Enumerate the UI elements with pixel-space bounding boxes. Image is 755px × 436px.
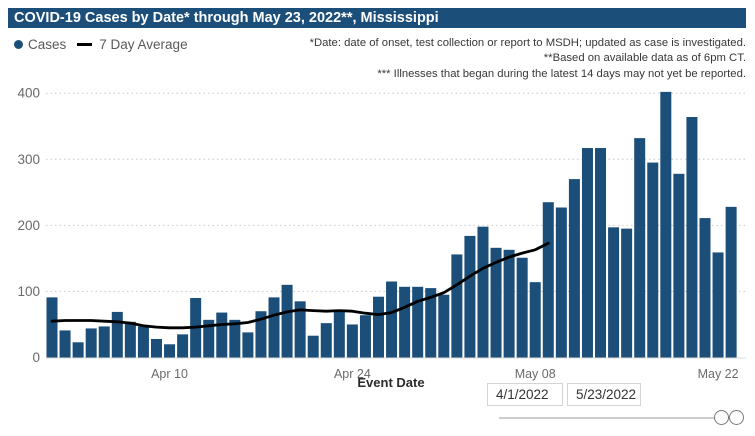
bar[interactable] [673, 173, 685, 358]
bar[interactable] [268, 297, 280, 358]
bar[interactable] [542, 202, 554, 358]
footnote-data-as-of: **Based on available data as of 6pm CT. [543, 52, 746, 65]
range-slider-handle-right[interactable] [729, 410, 744, 425]
bar[interactable] [621, 228, 633, 358]
bar[interactable] [725, 206, 737, 358]
bar[interactable] [529, 282, 541, 358]
bar[interactable] [229, 319, 241, 358]
bar[interactable] [373, 296, 384, 358]
bar[interactable] [477, 226, 489, 358]
bar[interactable] [85, 328, 97, 358]
bar[interactable] [464, 235, 476, 358]
bar[interactable] [490, 247, 502, 358]
bar[interactable] [164, 344, 176, 358]
bar[interactable] [647, 162, 659, 358]
footnote-reporting-lag: *** Illnesses that began during the late… [377, 67, 746, 80]
y-tick-label: 200 [17, 218, 40, 233]
bar[interactable] [386, 281, 398, 358]
bar[interactable] [568, 179, 580, 358]
bar[interactable] [150, 339, 162, 358]
cases-legend-dot-icon [14, 40, 23, 49]
y-tick-label: 400 [17, 86, 40, 101]
bar[interactable] [595, 148, 607, 358]
range-slider-track[interactable] [499, 417, 733, 419]
bar[interactable] [581, 148, 593, 358]
bar[interactable] [307, 335, 319, 358]
bar[interactable] [111, 311, 123, 358]
bar[interactable] [346, 324, 358, 358]
bar[interactable] [320, 323, 332, 358]
start-date-input[interactable] [487, 383, 563, 406]
bar[interactable] [634, 138, 646, 358]
bar[interactable] [281, 284, 293, 358]
bar[interactable] [555, 207, 567, 358]
bar[interactable] [46, 297, 58, 358]
legend-avg-label: 7 Day Average [99, 37, 188, 52]
bar[interactable] [660, 91, 672, 358]
x-tick-label: May 22 [698, 367, 739, 381]
footnote-date-definition: *Date: date of onset, test collection or… [309, 37, 746, 49]
x-tick-label: May 08 [515, 367, 556, 381]
bar[interactable] [686, 116, 698, 358]
x-tick-label: Apr 24 [334, 367, 371, 381]
x-axis-title: Event Date [357, 375, 425, 390]
bar[interactable] [699, 218, 711, 358]
bar[interactable] [425, 288, 437, 358]
legend-cases-label: Cases [28, 37, 67, 52]
bar[interactable] [438, 294, 450, 358]
bar[interactable] [399, 286, 411, 358]
chart-title: COVID-19 Cases by Date* through May 23, … [14, 10, 439, 26]
bar[interactable] [137, 326, 149, 358]
bar[interactable] [255, 311, 267, 358]
end-date-input[interactable] [567, 383, 641, 406]
bar[interactable] [124, 321, 136, 358]
bar[interactable] [203, 319, 215, 358]
x-tick-label: Apr 10 [151, 367, 188, 381]
footnotes: *Date: date of onset, test collection or… [310, 36, 746, 82]
bar[interactable] [177, 334, 189, 358]
chart-title-bar: COVID-19 Cases by Date* through May 23, … [8, 8, 746, 28]
bar[interactable] [333, 311, 345, 358]
bar[interactable] [503, 249, 515, 358]
y-tick-label: 0 [32, 350, 40, 365]
bar[interactable] [608, 227, 620, 358]
range-slider-handle-left[interactable] [714, 410, 729, 425]
bar[interactable] [59, 330, 71, 358]
bar[interactable] [451, 254, 463, 358]
bar[interactable] [216, 312, 228, 358]
legend: Cases 7 Day Average [14, 37, 188, 52]
bar[interactable] [294, 301, 306, 358]
bar[interactable] [712, 252, 724, 358]
y-tick-label: 100 [17, 284, 40, 299]
bar[interactable] [98, 326, 110, 358]
bar[interactable] [359, 315, 371, 358]
bar[interactable] [72, 342, 84, 358]
avg-legend-line-icon [77, 43, 93, 46]
bar[interactable] [412, 286, 424, 358]
bar[interactable] [242, 332, 254, 358]
y-tick-label: 300 [17, 152, 40, 167]
seven-day-average-line [50, 241, 550, 330]
bar[interactable] [516, 257, 528, 358]
